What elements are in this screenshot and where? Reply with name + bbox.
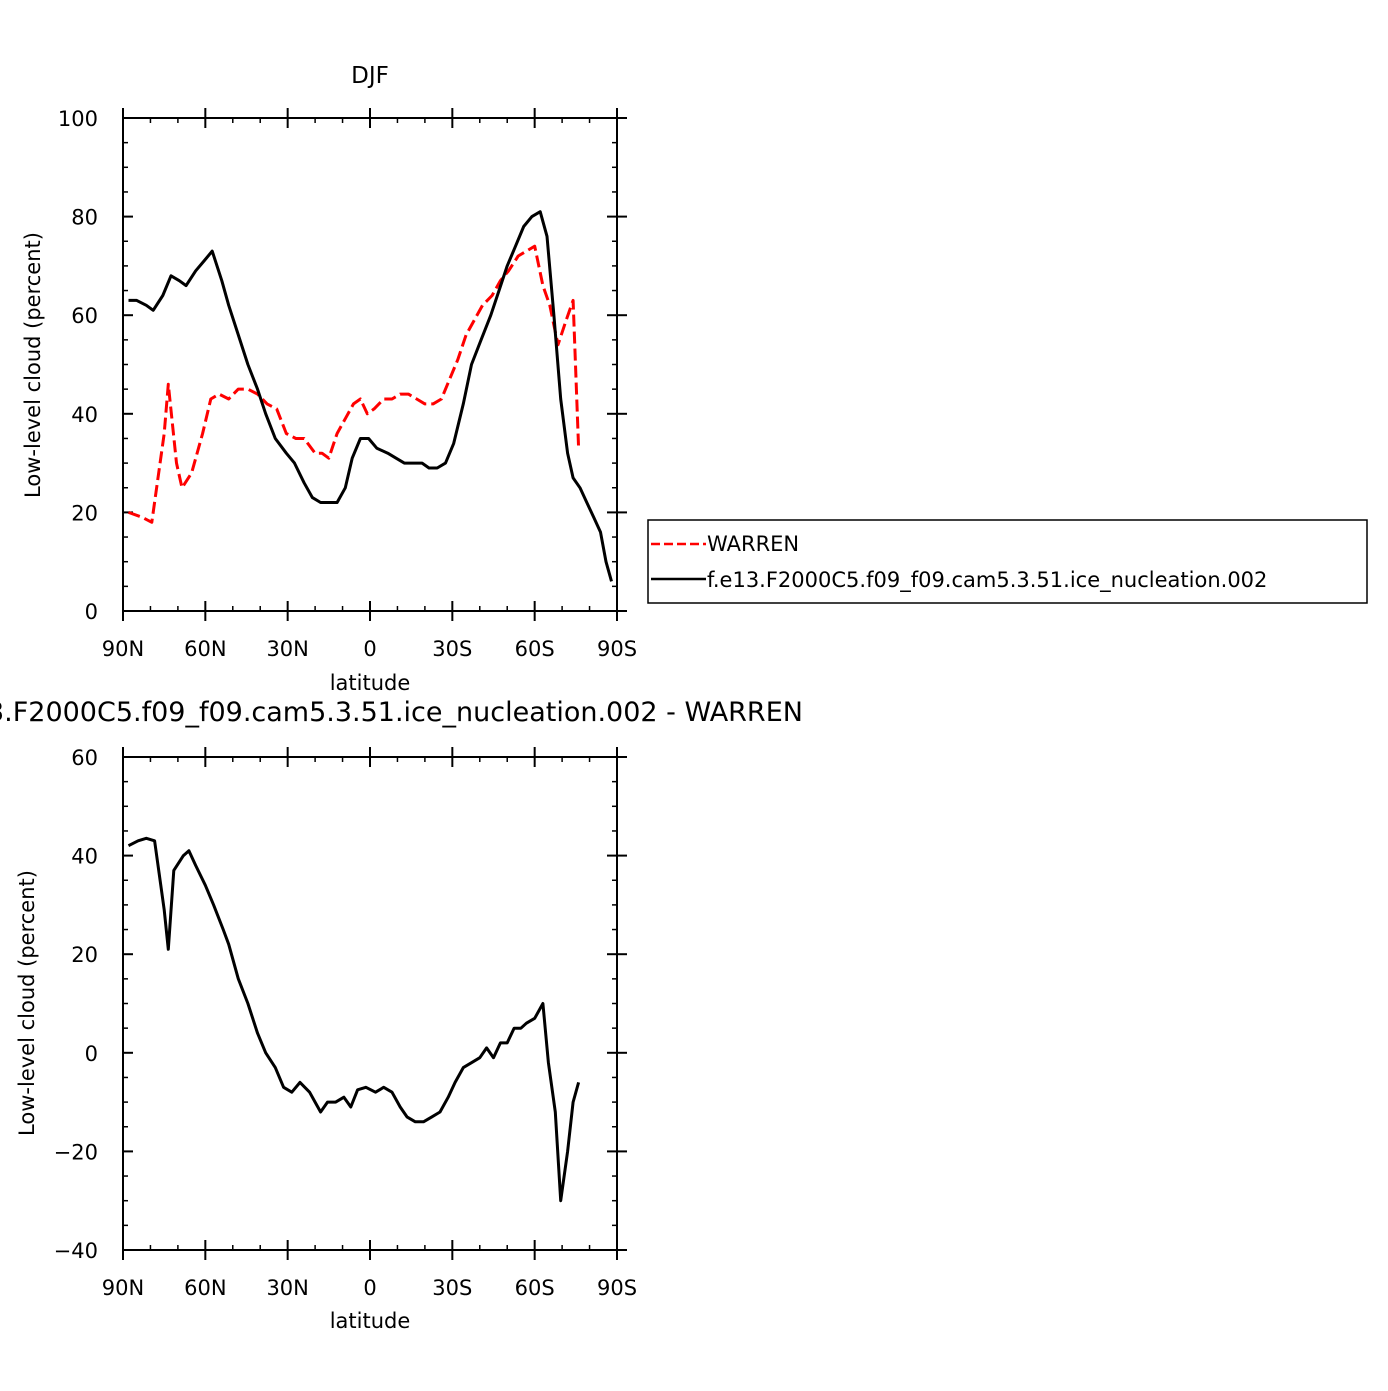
bottom-y-tick-label: 60 bbox=[71, 746, 98, 770]
bottom-panel-axes: 90N 60N 30N 0 30S 60S 90S −40 −20 0 20 40 60 bbox=[54, 746, 637, 1300]
bottom-panel-frame bbox=[122, 756, 618, 1251]
top-x-tick-label: 0 bbox=[363, 637, 376, 661]
bottom-x-tick-label: 30S bbox=[432, 1276, 472, 1300]
bottom-x-tick-label: 30N bbox=[266, 1276, 308, 1300]
top-panel-ylabel: Low-level cloud (percent) bbox=[21, 232, 45, 498]
top-y-tick-label: 80 bbox=[71, 206, 98, 230]
bottom-x-tick-label: 0 bbox=[363, 1276, 376, 1300]
bottom-y-tick-label: −40 bbox=[54, 1239, 98, 1263]
top-y-tick-label: 0 bbox=[85, 600, 98, 624]
legend: WARREN f.e13.F2000C5.f09_f09.cam5.3.51.i… bbox=[647, 519, 1368, 604]
bottom-x-tick-label: 60N bbox=[184, 1276, 226, 1300]
top-x-tick-label: 30N bbox=[266, 637, 308, 661]
top-panel-axes: 90N 60N 30N 0 30S 60S 90S 0 20 40 60 80 100 bbox=[58, 107, 637, 661]
bottom-y-tick-label: 40 bbox=[71, 845, 98, 869]
top-panel-frame bbox=[122, 117, 618, 612]
legend-label-model: f.e13.F2000C5.f09_f09.cam5.3.51.ice_nucl… bbox=[707, 568, 1267, 593]
top-y-tick-label: 20 bbox=[71, 501, 98, 525]
legend-box bbox=[647, 519, 1368, 604]
top-x-tick-label: 60S bbox=[515, 637, 555, 661]
bottom-x-tick-label: 90S bbox=[597, 1276, 637, 1300]
bottom-panel-xlabel: latitude bbox=[330, 1309, 411, 1333]
top-series-line-warren bbox=[127, 244, 581, 524]
top-x-tick-label: 90N bbox=[102, 637, 144, 661]
bottom-panel-series bbox=[127, 836, 581, 1203]
bottom-panel-ylabel: Low-level cloud (percent) bbox=[15, 870, 39, 1136]
top-panel-xlabel: latitude bbox=[330, 671, 411, 695]
bottom-series-line-model bbox=[127, 836, 581, 1203]
top-x-tick-label: 90S bbox=[597, 637, 637, 661]
legend-label-warren: WARREN bbox=[707, 532, 799, 556]
top-panel-series bbox=[127, 210, 613, 582]
bottom-y-tick-label: 0 bbox=[85, 1042, 98, 1066]
top-panel-title: DJF bbox=[351, 63, 389, 89]
top-series-line-model bbox=[128, 210, 613, 582]
bottom-y-tick-label: −20 bbox=[54, 1140, 98, 1164]
top-panel: DJF 90N 60N 30N 0 30S 60S 90S 0 20 40 60 80 100 lati… bbox=[21, 63, 637, 695]
top-y-tick-label: 100 bbox=[58, 107, 98, 131]
top-y-tick-label: 60 bbox=[71, 304, 98, 328]
bottom-y-tick-label: 20 bbox=[71, 943, 98, 967]
top-x-tick-label: 60N bbox=[184, 637, 226, 661]
top-y-tick-label: 40 bbox=[71, 403, 98, 427]
top-x-tick-label: 30S bbox=[432, 637, 472, 661]
bottom-x-tick-label: 60S bbox=[515, 1276, 555, 1300]
bottom-x-tick-label: 90N bbox=[102, 1276, 144, 1300]
bottom-panel: f.e13.F2000C5.f09_f09.cam5.3.51.ice_nucl… bbox=[0, 697, 803, 1333]
bottom-panel-title: f.e13.F2000C5.f09_f09.cam5.3.51.ice_nucl… bbox=[0, 697, 803, 728]
